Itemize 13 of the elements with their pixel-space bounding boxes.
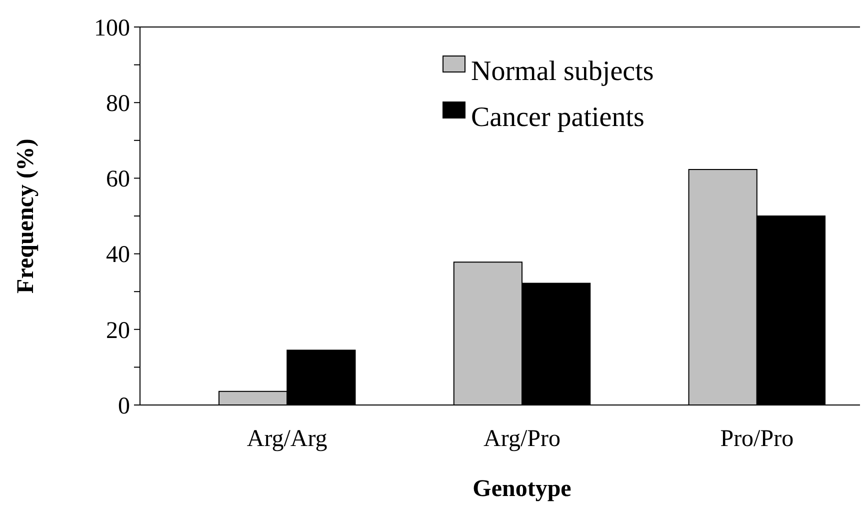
y-tick-label: 0 [118,393,130,420]
y-axis-title: Frequency (%) [13,138,39,294]
x-tick-label: Pro/Pro [720,426,794,452]
y-tick-label: 60 [106,166,130,193]
x-tick-label: Arg/Arg [246,426,328,452]
legend-label: Normal subjects [471,56,654,87]
y-tick-label: 80 [106,91,130,117]
x-tick-label: Arg/Pro [484,426,560,452]
y-tick-label: 100 [94,15,130,42]
legend-label: Cancer patients [471,102,644,133]
x-axis-title: Genotype [472,476,572,502]
y-tick-label: 20 [106,318,130,344]
y-tick-label: 40 [106,242,130,268]
